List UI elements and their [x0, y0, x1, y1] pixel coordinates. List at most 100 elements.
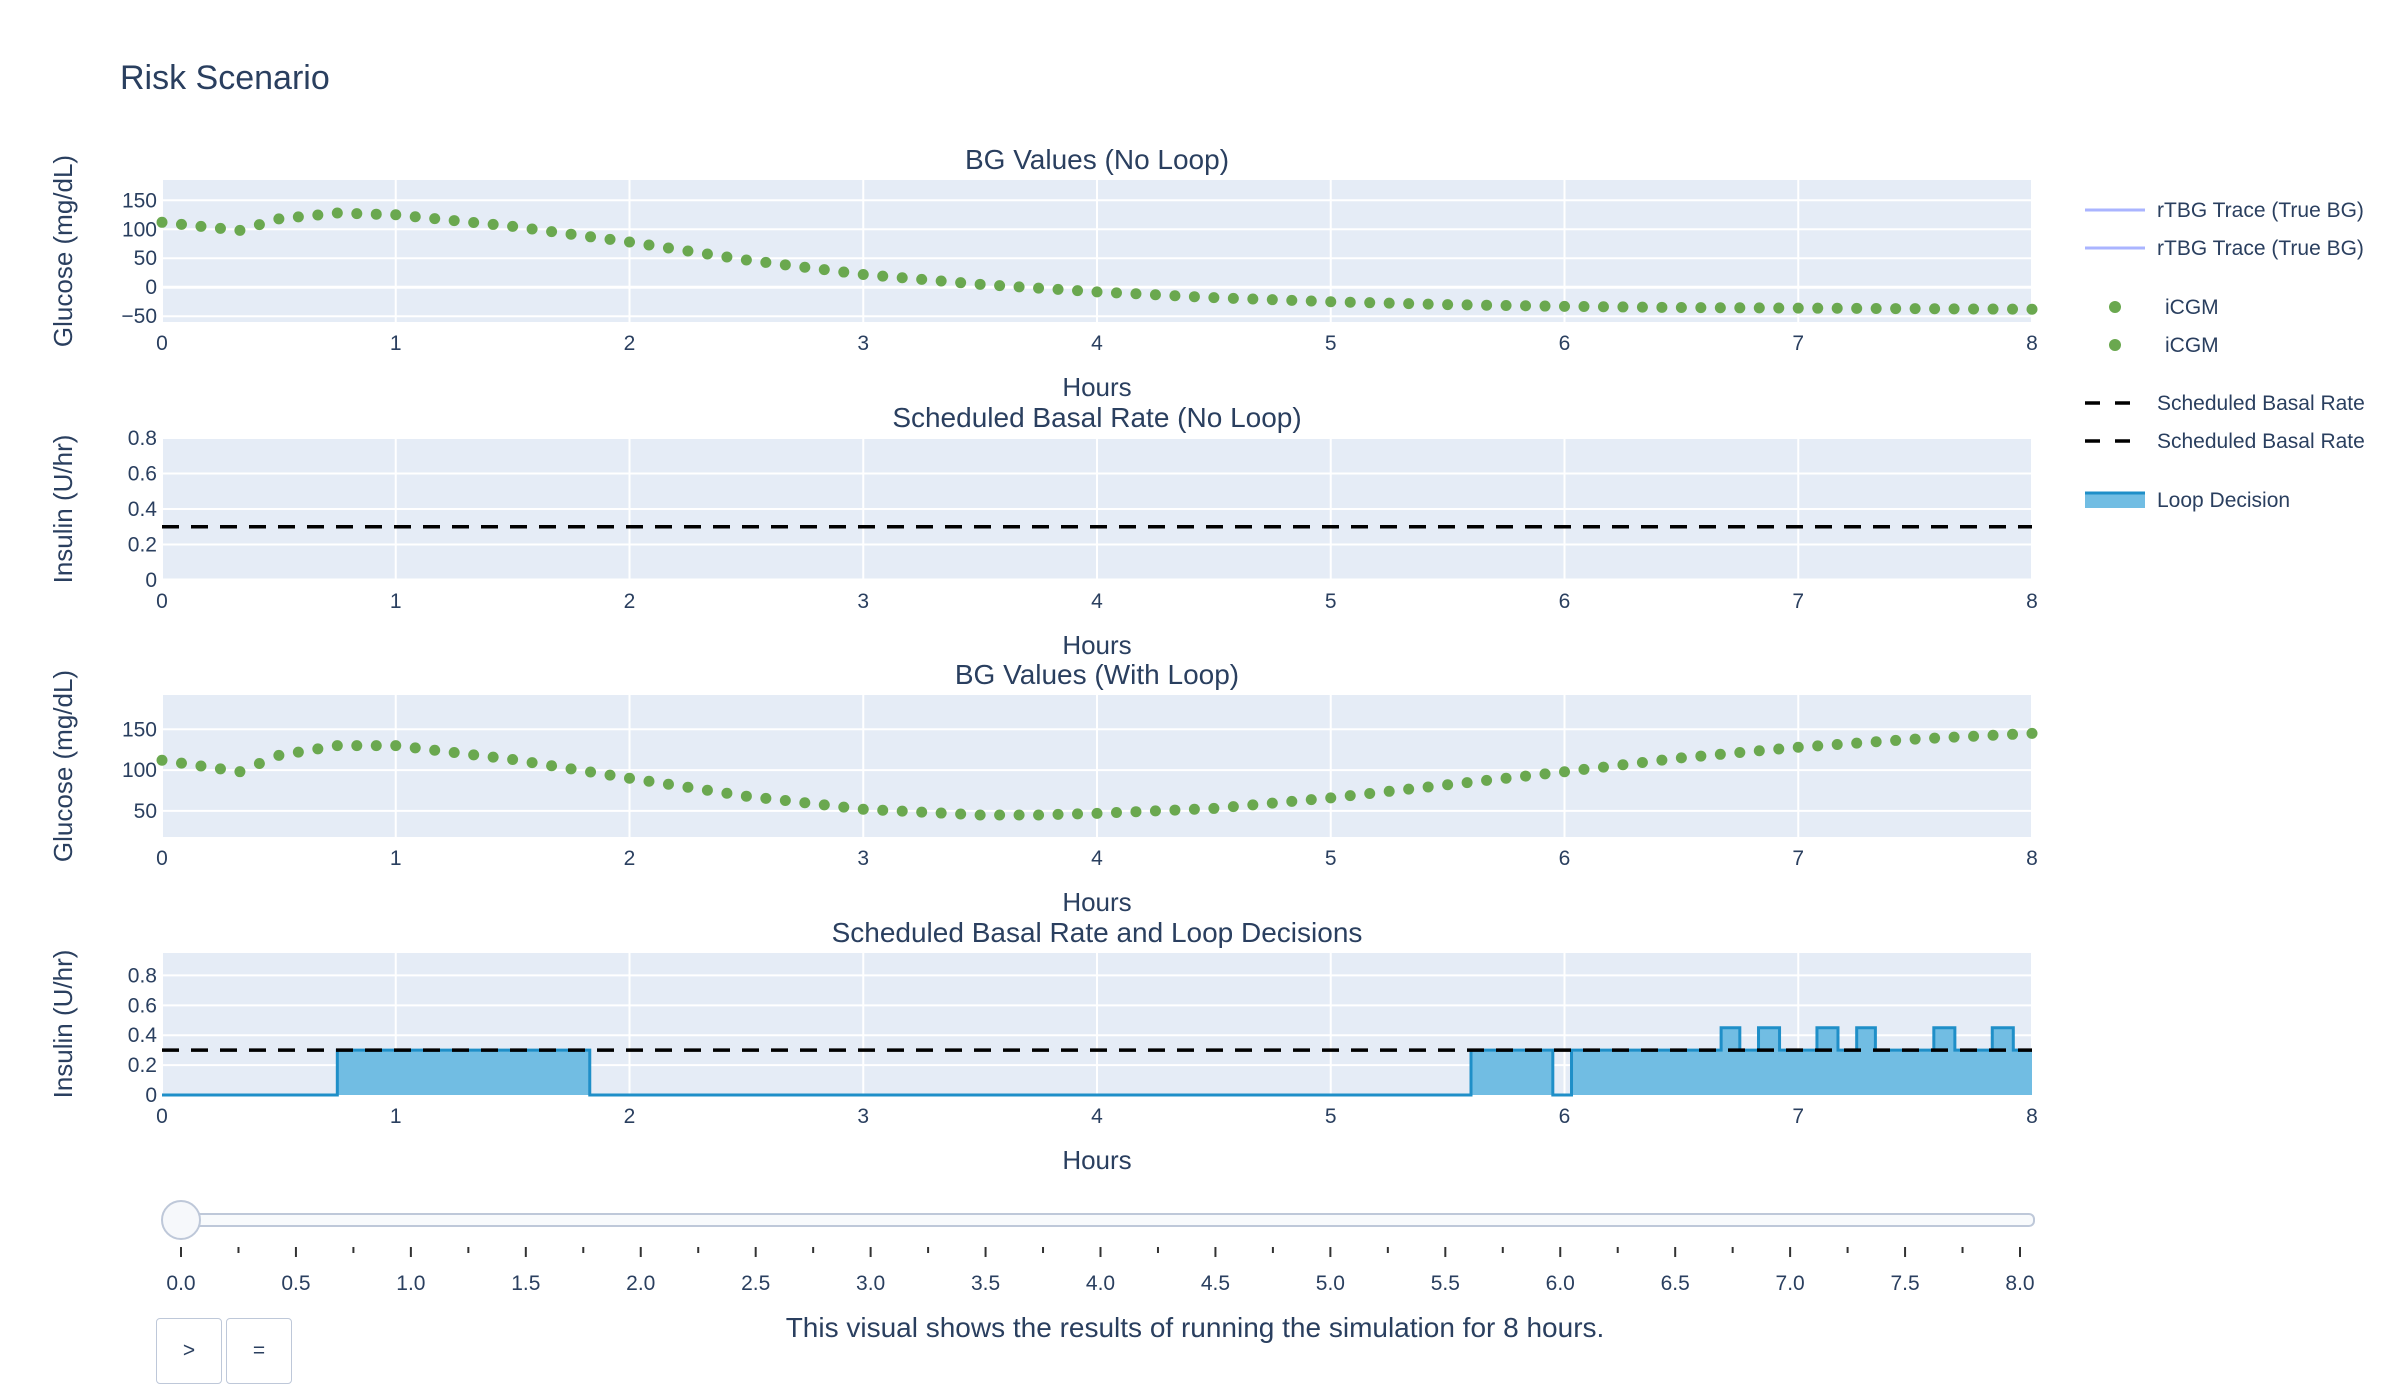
subplot-2: 0 1 2 3 4 5 6 7 8 0 0.2 0.4 0.6 0.8 Scheduled Basal Ra…: [48, 402, 2038, 660]
icgm-point: [974, 278, 986, 290]
icgm-point: [701, 784, 713, 796]
slider-step-label[interactable]: 8.0: [2005, 1272, 2034, 1295]
x-tick-label: 2: [624, 590, 636, 613]
icgm-point: [1929, 732, 1941, 744]
y-tick-label: 0.2: [128, 534, 157, 557]
icgm-point: [1383, 785, 1395, 797]
loop-decision-line: [162, 1026, 2032, 1097]
legend-item[interactable]: Loop Decision: [2085, 489, 2290, 512]
x-tick-label: 1: [390, 1105, 402, 1128]
slider-step-label[interactable]: 0.0: [166, 1272, 195, 1295]
slider-step-label[interactable]: 1.5: [511, 1272, 540, 1295]
icgm-point: [1870, 302, 1882, 314]
icgm-point: [1948, 303, 1960, 315]
icgm-point: [1344, 790, 1356, 802]
slider-step-label[interactable]: 3.5: [971, 1272, 1000, 1295]
slider-step-label[interactable]: 7.5: [1890, 1272, 1919, 1295]
slider-step-label[interactable]: 6.5: [1661, 1272, 1690, 1295]
icgm-point: [1987, 303, 1999, 315]
icgm-point: [877, 270, 889, 282]
legend-item[interactable]: rTBG Trace (True BG): [2085, 199, 2364, 222]
y-tick-label: 0.4: [128, 498, 158, 521]
legend-item[interactable]: iCGM: [2109, 296, 2219, 319]
icgm-point: [370, 208, 382, 220]
loop-decision-area: [162, 1027, 2032, 1095]
y-tick-label: 100: [122, 759, 157, 782]
icgm-point: [1052, 808, 1064, 820]
icgm-point: [429, 213, 441, 225]
icgm-point: [1520, 300, 1532, 312]
y-tick-label: 150: [122, 718, 157, 741]
icgm-point: [1675, 752, 1687, 764]
icgm-point: [799, 261, 811, 273]
icgm-point: [195, 760, 207, 772]
y-tick-label: 100: [122, 218, 157, 241]
icgm-point: [994, 280, 1006, 292]
icgm-point: [1091, 807, 1103, 819]
x-tick-label: 5: [1325, 847, 1337, 870]
slider-step-label[interactable]: 6.0: [1546, 1272, 1575, 1295]
y-tick-label: 0.8: [128, 964, 157, 987]
slider-step-label[interactable]: 7.0: [1776, 1272, 1805, 1295]
legend-marker-swatch: [2109, 301, 2121, 313]
icgm-point: [1325, 296, 1337, 308]
icgm-point: [1286, 294, 1298, 306]
icgm-point: [1870, 736, 1882, 748]
legend-item[interactable]: Scheduled Basal Rate: [2085, 430, 2365, 453]
x-tick-label: 1: [390, 332, 402, 355]
slider-step-label[interactable]: 2.0: [626, 1272, 655, 1295]
time-slider[interactable]: 0.0 0.5 1.0 1.5 2.0 2.5 3.0 3.5 4.0 4.5 5.0 5.5 6.0 6…: [161, 1200, 2035, 1295]
x-tick-label: 5: [1325, 332, 1337, 355]
icgm-point: [1247, 293, 1259, 305]
icgm-point: [1013, 809, 1025, 821]
y-tick-label: 0.4: [128, 1024, 158, 1047]
legend-item[interactable]: rTBG Trace (True BG): [2085, 237, 2364, 260]
icgm-point: [916, 273, 928, 285]
pause-button[interactable]: =: [226, 1318, 292, 1384]
icgm-point: [760, 792, 772, 804]
slider-step-label[interactable]: 5.0: [1316, 1272, 1345, 1295]
slider-step-label[interactable]: 2.5: [741, 1272, 770, 1295]
icgm-point: [1753, 745, 1765, 757]
x-tick-label: 3: [857, 332, 869, 355]
slider-step-label[interactable]: 3.0: [856, 1272, 885, 1295]
icgm-point: [507, 753, 519, 765]
legend-item[interactable]: iCGM: [2109, 334, 2219, 357]
x-tick-label: 7: [1792, 847, 1804, 870]
icgm-point: [253, 219, 265, 231]
slider-step-label[interactable]: 1.0: [396, 1272, 425, 1295]
icgm-point: [1266, 797, 1278, 809]
slider-step-label[interactable]: 5.5: [1431, 1272, 1460, 1295]
slider-step-label[interactable]: 0.5: [281, 1272, 310, 1295]
icgm-point: [565, 763, 577, 775]
slider-handle[interactable]: [161, 1200, 201, 1240]
icgm-point: [1559, 766, 1570, 778]
icgm-point: [214, 222, 226, 234]
icgm-point: [1539, 300, 1551, 312]
icgm-point: [1675, 302, 1687, 314]
play-button[interactable]: >: [156, 1318, 222, 1384]
slider-step-label[interactable]: 4.0: [1086, 1272, 1115, 1295]
slider-rail[interactable]: [166, 1213, 2035, 1227]
icgm-point: [2007, 728, 2019, 740]
icgm-point: [448, 747, 460, 759]
icgm-point: [896, 272, 908, 284]
icgm-point: [740, 254, 752, 266]
icgm-point: [1656, 301, 1668, 313]
x-tick-label: 8: [2026, 1105, 2038, 1128]
slider-step-label[interactable]: 4.5: [1201, 1272, 1230, 1295]
legend-item[interactable]: Scheduled Basal Rate: [2085, 392, 2365, 415]
icgm-point: [779, 259, 791, 271]
icgm-point: [1617, 759, 1629, 771]
icgm-point: [1597, 301, 1609, 313]
x-tick-label: 4: [1091, 847, 1103, 870]
icgm-point: [643, 239, 655, 251]
icgm-point: [896, 805, 908, 817]
icgm-point: [1169, 290, 1181, 302]
x-tick-label: 8: [2026, 590, 2038, 613]
icgm-point: [1520, 770, 1532, 782]
icgm-point: [253, 758, 265, 770]
icgm-point: [721, 787, 733, 799]
icgm-point: [935, 807, 947, 819]
x-tick-label: 0: [156, 332, 168, 355]
